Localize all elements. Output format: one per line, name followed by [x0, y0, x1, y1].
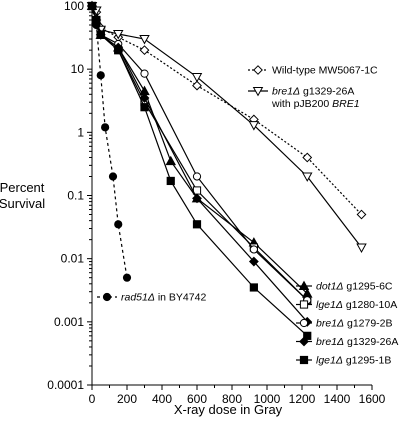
y-tick-label: 0.0001	[47, 378, 84, 392]
legend-label: lge1Δ g1280-10A	[316, 299, 397, 311]
legend-entry: rad51Δ in BY4742	[97, 292, 206, 304]
series-line	[91, 5, 362, 248]
data-point	[92, 15, 101, 25]
legend-entry: dot1Δ g1295-6C	[296, 281, 393, 293]
data-point	[248, 121, 260, 131]
y-tick-label: 0.001	[54, 315, 84, 329]
x-tick-label: 1000	[254, 392, 281, 406]
legend-entry: lge1Δ g1295-1B	[296, 355, 391, 367]
data-point	[114, 220, 123, 229]
legend-marker	[102, 292, 112, 302]
data-point	[101, 123, 110, 132]
series-line	[91, 5, 308, 323]
legend-label: bre1Δ g1279-2B	[316, 318, 393, 330]
data-point	[192, 80, 202, 91]
data-point	[139, 45, 150, 56]
data-point	[140, 69, 149, 78]
data-point	[96, 71, 105, 80]
y-tick-label: 100	[64, 0, 84, 13]
data-point	[302, 152, 313, 163]
y-tick-label: 0.1	[67, 189, 84, 203]
data-point	[166, 176, 175, 186]
x-axis-label: X-ray dose in Gray	[174, 402, 283, 417]
legend-label: Wild-type MW5067-1C	[272, 65, 378, 77]
legend-marker	[299, 336, 309, 347]
series-2	[87, 1, 132, 282]
x-tick-label: 1400	[324, 392, 351, 406]
legend-marker	[298, 280, 310, 291]
data-point	[191, 73, 203, 83]
legend-marker	[299, 355, 309, 365]
x-tick-label: 1200	[289, 392, 316, 406]
x-tick-label: 400	[152, 392, 172, 406]
data-point	[356, 209, 367, 220]
data-point	[249, 245, 258, 254]
legend-label: bre1Δ g1329-26A	[316, 336, 398, 348]
y-axis-label-line-1: Percent	[0, 180, 45, 195]
data-point	[356, 243, 367, 253]
legend-label: dot1Δ g1295-6C	[316, 281, 393, 293]
series-line	[91, 5, 308, 301]
series-line	[91, 5, 308, 337]
x-tick-label: 200	[117, 392, 137, 406]
data-point	[108, 172, 118, 181]
y-axis-label-line-2: Survival	[0, 196, 45, 211]
y-tick-label: 1	[77, 125, 84, 139]
x-tick-label: 600	[187, 392, 207, 406]
series-layer	[86, 0, 367, 340]
legend-label: lge1Δ g1295-1B	[316, 355, 391, 367]
data-point	[139, 93, 150, 103]
data-point	[114, 46, 123, 55]
legend-marker	[299, 318, 309, 328]
x-tick-label: 800	[222, 392, 242, 406]
legend-label: bre1Δ g1329-26A	[272, 86, 354, 98]
data-point	[122, 273, 132, 282]
legend-marker	[252, 86, 264, 97]
legend-entry: bre1Δ g1279-2B	[296, 318, 393, 330]
legend-entry: lge1Δ g1280-10A	[296, 299, 397, 311]
data-point	[96, 30, 105, 39]
y-tick-label: 10	[71, 62, 85, 76]
data-point	[192, 220, 202, 229]
series-line	[91, 5, 308, 295]
legend-entry: bre1Δ g1329-26A	[296, 336, 398, 348]
data-point	[87, 1, 97, 11]
data-point	[302, 172, 313, 182]
x-tick-label: 0	[89, 392, 96, 406]
data-point	[192, 172, 202, 181]
legend-label-line-2: with pJB200 BRE1	[271, 98, 360, 110]
data-point	[139, 35, 150, 45]
data-point	[140, 103, 149, 112]
data-point	[165, 155, 176, 166]
legend-entry: Wild-type MW5067-1C	[248, 65, 378, 77]
data-point	[113, 30, 124, 40]
x-tick-label: 1600	[359, 392, 386, 406]
series-0	[87, 1, 367, 220]
data-point	[303, 331, 312, 340]
y-tick-label: 0.01	[61, 252, 85, 266]
legend-marker	[253, 65, 263, 75]
data-point	[192, 193, 202, 204]
legend-label: rad51Δ in BY4742	[121, 292, 206, 304]
data-point	[249, 283, 258, 292]
legend-marker	[299, 300, 309, 309]
data-point	[248, 256, 259, 267]
series-7	[87, 1, 312, 340]
axes: 100 10 1 0.1 0.01 0.001 0.0001 0 200 400 600 800 100…	[47, 0, 385, 406]
